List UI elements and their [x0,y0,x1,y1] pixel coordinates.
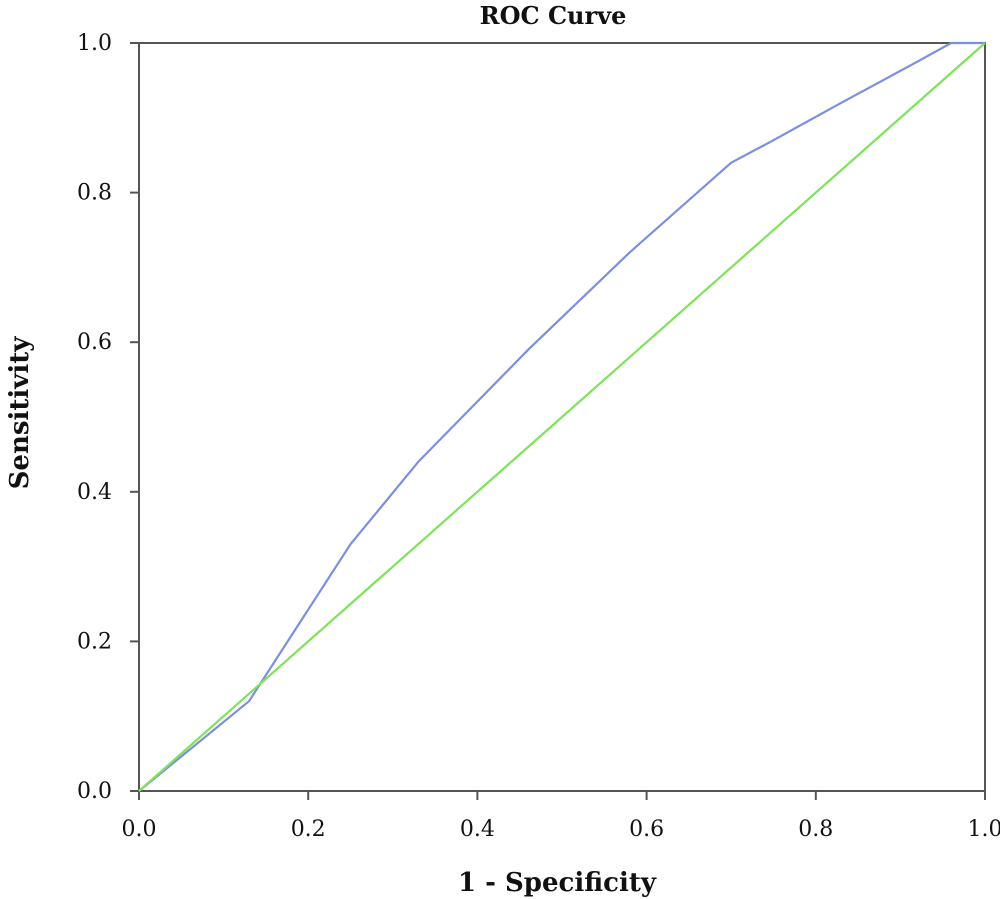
x-tick-label: 0.8 [798,817,833,842]
x-tick-label: 0.0 [122,817,157,842]
series-layer [138,41,986,792]
x-tick-label: 1.0 [968,817,1000,842]
ticks-layer: 0.0 0.2 0.4 0.6 0.8 1.0 0.0 0.2 0.4 0.6 0.8 1.0 [77,31,1000,842]
x-tick-label: 0.2 [291,817,326,842]
roc-curve-line [138,41,985,792]
y-tick-label: 0.4 [77,480,112,505]
chart-title: ROC Curve [480,1,627,30]
x-axis-label: 1 - Specificity [458,868,657,898]
reference-diagonal-line [138,42,986,792]
y-axis-label: Sensitivity [5,336,35,490]
x-tick-label: 0.4 [460,817,495,842]
y-tick-label: 0.2 [77,629,112,654]
y-tick-label: 0.0 [77,779,112,804]
y-tick-label: 1.0 [77,31,112,56]
y-tick-label: 0.8 [77,181,112,206]
y-tick-label: 0.6 [77,330,112,355]
x-tick-label: 0.6 [629,817,664,842]
